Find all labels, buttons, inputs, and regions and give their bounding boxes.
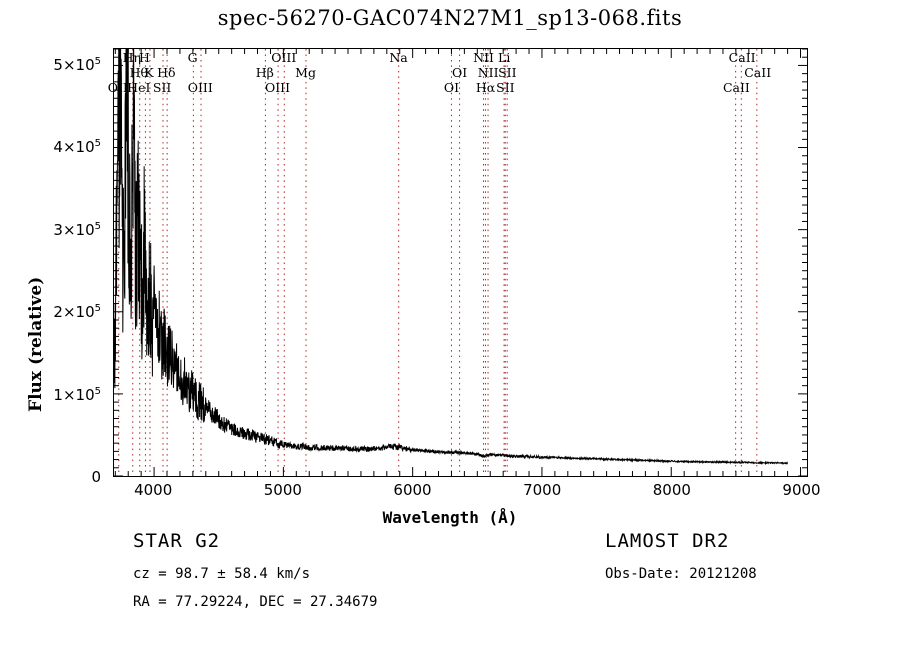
x-tick-label: 9000: [782, 481, 821, 499]
metadata-left-column: STAR G2 cz = 98.7 ± 58.4 km/s RA = 77.29…: [133, 530, 377, 622]
x-tick-label: 6000: [393, 481, 432, 499]
y-tick-label: 5×105: [53, 55, 101, 74]
survey-name-text: LAMOST DR2: [605, 530, 730, 552]
y-axis-tick-labels: 0 1×105 2×105 3×105 4×105 5×105: [0, 48, 107, 487]
x-axis-label: Wavelength (Å): [382, 508, 518, 527]
redshift-velocity-text: cz = 98.7 ± 58.4 km/s: [133, 566, 311, 582]
page-title: spec-56270-GAC074N27M1_sp13-068.fits: [217, 6, 683, 30]
metadata-right-column: LAMOST DR2 Obs-Date: 20121208: [605, 530, 757, 594]
coordinates-text: RA = 77.29224, DEC = 27.34679: [133, 594, 378, 610]
y-tick-label: 4×105: [53, 138, 101, 156]
metadata-footer: STAR G2 cz = 98.7 ± 58.4 km/s RA = 77.29…: [0, 530, 900, 640]
y-tick-label: 1×105: [53, 385, 101, 404]
x-tick-label: 5000: [263, 481, 302, 499]
x-tick-label: 8000: [652, 481, 691, 499]
x-tick-label: 4000: [134, 481, 173, 499]
spectrum-plot: [114, 49, 807, 476]
plot-area: [113, 48, 808, 477]
y-tick-label: 2×105: [53, 303, 101, 321]
x-tick-label: 7000: [523, 481, 562, 499]
observation-date-text: Obs-Date: 20121208: [605, 566, 757, 582]
y-tick-label: 3×105: [53, 220, 101, 239]
x-axis-tick-labels: 4000 5000 6000 7000 8000 9000: [113, 481, 821, 507]
y-axis-label: Flux (relative): [26, 276, 46, 412]
flux-curve: [114, 49, 789, 466]
y-tick-label: 0: [91, 468, 101, 486]
object-class-text: STAR G2: [133, 530, 221, 552]
